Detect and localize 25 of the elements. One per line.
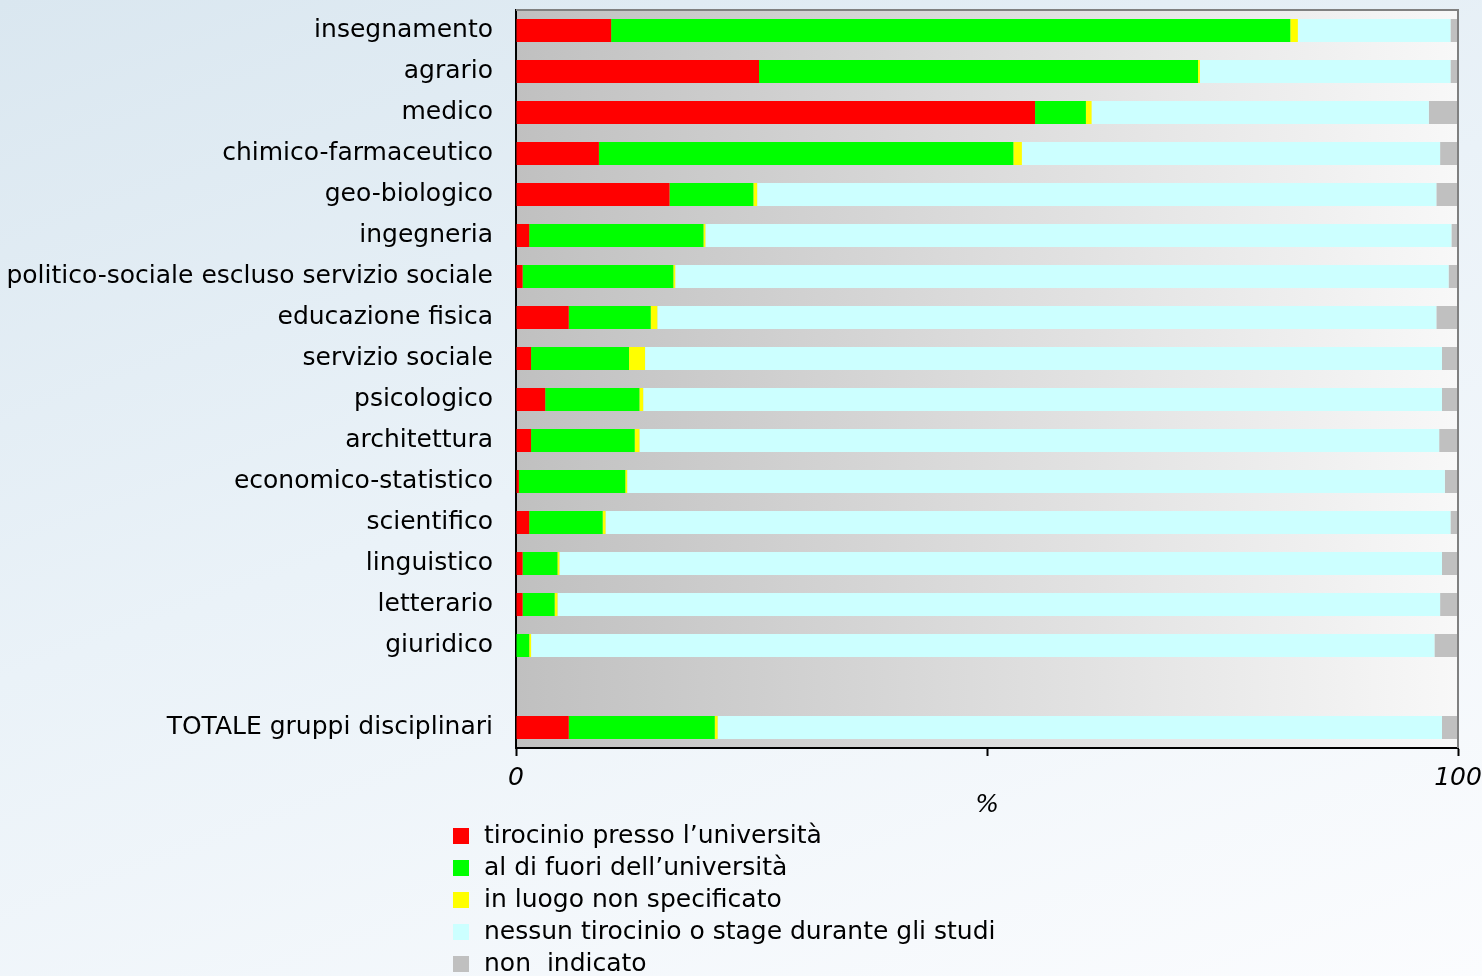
legend-label: non indicato bbox=[484, 947, 647, 976]
legend-label: al di fuori dell’università bbox=[484, 851, 788, 881]
legend-label: nessun tirocinio o stage durante gli studi bbox=[484, 915, 996, 945]
y-tick-label: ingegneria bbox=[359, 219, 493, 248]
y-tick-label: linguistico bbox=[365, 547, 493, 576]
y-tick-label: letterario bbox=[377, 588, 493, 617]
legend-label: in luogo non specificato bbox=[484, 883, 782, 913]
legend-label: tirocinio presso l’università bbox=[484, 819, 822, 849]
y-tick-label: agrario bbox=[403, 55, 493, 84]
x-tick-label: 100 bbox=[1434, 761, 1482, 791]
y-tick-label: politico-sociale escluso servizio sociale bbox=[6, 260, 493, 289]
y-tick-label: insegnamento bbox=[314, 14, 493, 43]
y-tick-label: architettura bbox=[345, 424, 493, 453]
y-tick-label: giuridico bbox=[385, 629, 493, 658]
y-tick-label: geo-biologico bbox=[324, 178, 493, 207]
x-tick-label: 0 bbox=[508, 761, 524, 791]
y-tick-label: medico bbox=[401, 96, 493, 125]
y-tick-label: psicologico bbox=[354, 383, 493, 412]
y-tick-label: servizio sociale bbox=[302, 342, 493, 371]
y-tick-label: scientifico bbox=[366, 506, 493, 535]
y-tick-label: economico-statistico bbox=[233, 465, 493, 494]
y-tick-label: TOTALE gruppi disciplinari bbox=[165, 711, 493, 740]
y-tick-label: educazione fisica bbox=[277, 301, 493, 330]
y-tick-label: chimico-farmaceutico bbox=[222, 137, 493, 166]
x-axis-title: % bbox=[975, 788, 999, 818]
